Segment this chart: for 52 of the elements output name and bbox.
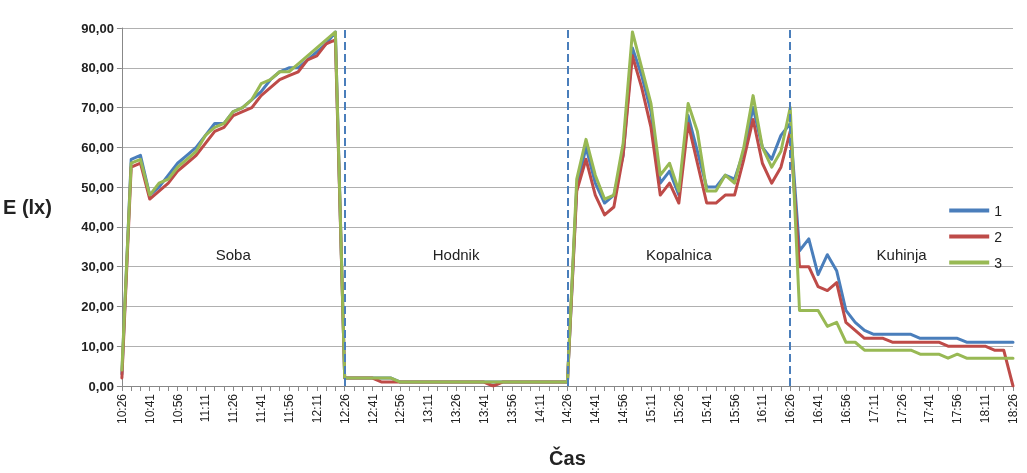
y-tick-label: 20,00 — [81, 298, 114, 314]
annotation: Kuhinja — [876, 246, 928, 264]
x-tick-label: 18:11 — [978, 393, 993, 424]
y-tick-label: 30,00 — [81, 259, 114, 275]
x-tick-label: 14:56 — [616, 393, 631, 425]
x-tick-label: 13:41 — [476, 393, 491, 425]
x-tick-label: 16:41 — [811, 393, 826, 425]
y-tick-label: 50,00 — [81, 179, 114, 195]
legend-label: 1 — [994, 202, 1003, 219]
x-tick-label: 12:11 — [309, 393, 324, 424]
x-tick-label: 10:41 — [142, 393, 157, 425]
x-tick-label: 16:11 — [755, 393, 770, 424]
x-tick-label: 15:41 — [699, 393, 714, 425]
y-tick-label: 60,00 — [81, 139, 114, 155]
legend-label: 2 — [994, 228, 1003, 245]
x-tick-label: 11:11 — [198, 393, 213, 423]
x-tick-label: 18:26 — [1006, 393, 1020, 425]
x-tick-label: 14:11 — [532, 393, 547, 424]
x-tick-label: 12:26 — [337, 393, 352, 425]
x-axis-title: Čas — [549, 446, 586, 469]
y-tick-label: 70,00 — [81, 100, 114, 116]
x-tick-label: 11:56 — [281, 393, 296, 424]
x-tick-label: 16:26 — [783, 393, 798, 425]
x-tick-label: 11:26 — [226, 393, 241, 424]
x-tick-label: 12:56 — [393, 393, 408, 425]
x-tick-label: 15:26 — [671, 393, 686, 425]
x-tick-label: 12:41 — [365, 393, 380, 425]
y-axis-title: E (lx) — [2, 196, 52, 218]
y-tick-label: 40,00 — [81, 219, 114, 235]
y-tick-label: 0,00 — [88, 378, 114, 394]
x-tick-label: 17:11 — [866, 393, 881, 424]
x-tick-label: 10:56 — [170, 393, 185, 425]
x-tick-label: 13:26 — [449, 393, 464, 425]
x-tick-label: 17:56 — [950, 393, 965, 425]
legend-label: 3 — [994, 254, 1003, 271]
x-tick-label: 17:41 — [922, 393, 937, 425]
x-tick-label: 13:11 — [421, 393, 436, 424]
y-tick-label: 10,00 — [81, 338, 114, 354]
x-tick-label: 13:56 — [504, 393, 519, 425]
annotation: Soba — [215, 246, 252, 264]
x-tick-label: 11:41 — [254, 393, 269, 424]
y-tick-label: 90,00 — [81, 20, 114, 36]
y-tick-label: 80,00 — [81, 60, 114, 76]
x-tick-label: 10:26 — [114, 393, 129, 425]
annotation: Kopalnica — [645, 246, 713, 264]
x-tick-label: 16:56 — [838, 393, 853, 425]
x-tick-label: 14:26 — [560, 393, 575, 425]
x-tick-label: 15:11 — [643, 393, 658, 424]
x-tick-label: 15:56 — [727, 393, 742, 425]
x-tick-label: 17:26 — [894, 393, 909, 425]
annotation: Hodnik — [432, 246, 480, 264]
x-tick-label: 14:41 — [588, 393, 603, 425]
